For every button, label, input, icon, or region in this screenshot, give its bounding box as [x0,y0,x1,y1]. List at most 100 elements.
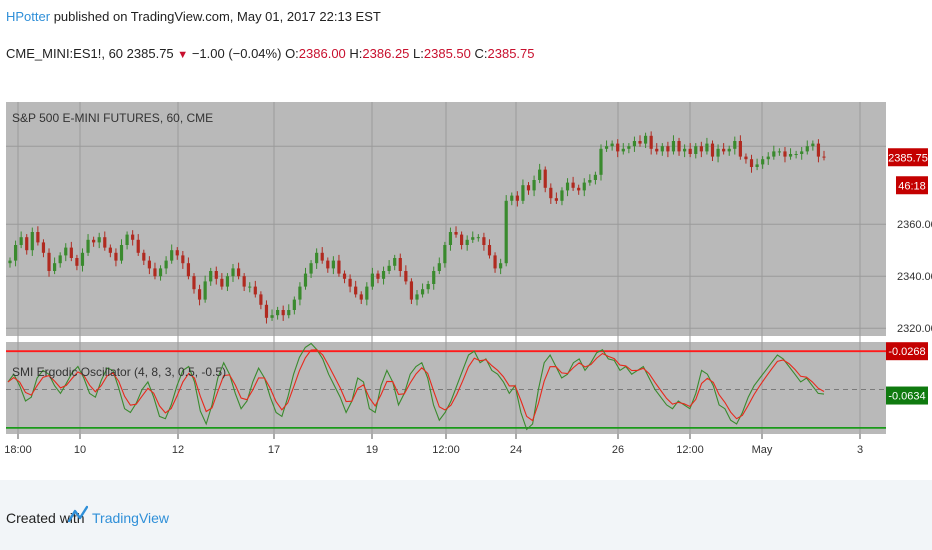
candle-body [354,286,358,295]
candle-body [376,273,380,279]
candle-body [816,143,821,157]
time-tick-label: 12:00 [432,444,460,456]
price-change: −1.00 (−0.04%) [191,46,282,61]
open-value: 2386.00 [298,46,346,61]
candle-body [727,148,731,152]
candle-body [281,310,285,316]
candle-body [131,234,135,240]
signal-line [7,349,825,422]
candle-body [393,258,397,266]
oscillator-pane-title: SMI Ergodic Oscillator (4, 8, 3, 0.5, -0… [12,365,226,379]
candle-body [108,247,112,253]
candle-body [755,164,759,167]
close-label: C: [474,46,488,61]
candle-body [482,237,486,245]
candle-body [621,148,625,152]
high-label: H: [349,46,363,61]
candle-body [632,141,637,147]
candle-body [649,135,653,149]
low-value: 2385.50 [423,46,471,61]
candle-body [119,245,124,261]
author-link[interactable]: HPotter [6,9,51,24]
candle-body [398,258,402,271]
candle-body [75,258,79,266]
tradingview-logo-icon[interactable] [68,504,88,526]
candle-body [460,234,464,245]
candle-body [811,143,815,147]
chart-area[interactable]: S&P 500 E-MINI FUTURES, 60, CME SMI Ergo… [0,80,932,480]
candle-body [36,232,40,243]
last-price-tag: 2385.75 [888,152,928,164]
candle-body [660,146,664,152]
time-tick-label: 17 [268,444,280,456]
candle-body [348,278,352,287]
candle-body [582,182,586,191]
candle-body [783,151,787,157]
published-text: published on TradingView.com, May 01, 20… [50,9,381,24]
chart-svg[interactable]: S&P 500 E-MINI FUTURES, 60, CME SMI Ergo… [0,80,932,480]
candle-body [420,289,425,295]
candle-body [677,141,681,152]
candle-body [471,237,475,240]
price-axis: 2320.00 2340.00 2360.00 [897,219,932,335]
candle-body [571,182,575,188]
last-price: 2385.75 [126,46,174,61]
candle-body [158,268,163,277]
candle-body [554,198,558,201]
time-tick-label: 12:00 [676,444,704,456]
candle-body [699,146,703,152]
symbol-quote-line: CME_MINI:ES1!, 60 2385.75 ▼ −1.00 (−0.04… [6,46,535,61]
candle-body [465,239,469,245]
candle-body [181,255,185,264]
candle-body [671,141,676,152]
candle-body [142,252,146,261]
candle-body [577,187,581,191]
publish-line: HPotter published on TradingView.com, Ma… [6,9,381,24]
candle-body [805,146,809,152]
candle-body [147,260,151,269]
candle-body [487,245,492,256]
candle-body [538,169,542,180]
candle-body [103,237,107,248]
time-tick-label: 19 [366,444,378,456]
candle-body [794,154,798,155]
candle-body [543,169,547,188]
candle-body [588,180,592,183]
candle-body [493,255,497,269]
candle-body [710,143,715,157]
candle-body [716,148,720,157]
candle-body [153,268,157,277]
candle-body [13,245,18,261]
time-tick-label: 26 [612,444,624,456]
candle-body [777,151,781,153]
candle-body [359,294,363,300]
candle-body [225,276,230,287]
candle-body [599,148,603,175]
oscillator-tag-green-bg [886,386,928,405]
candle-body [604,146,609,149]
tradingview-brand-link[interactable]: TradingView [92,510,170,526]
open-label: O: [285,46,299,61]
candle-body [365,286,369,300]
candle-body [655,148,659,152]
candle-body [64,247,68,256]
candle-body [114,252,118,261]
candle-body [80,252,85,266]
candle-body [705,143,709,152]
candle-body [404,271,408,282]
price-tick-label: 2340.00 [897,271,932,283]
created-with-text: Created with [6,510,85,526]
candle-body [448,232,453,245]
candle-body [381,271,386,279]
candle-body [326,260,330,269]
candle-body [164,260,168,269]
candle-body [443,245,447,264]
oscillator-tag-red: -0.0268 [888,346,925,358]
close-value: 2385.75 [487,46,535,61]
ergodic-line [7,342,825,431]
candle-body [220,278,224,287]
time-tick-label: May [752,444,773,456]
candle-body [136,239,140,253]
candle-body [694,146,698,154]
candle-body [170,250,174,261]
